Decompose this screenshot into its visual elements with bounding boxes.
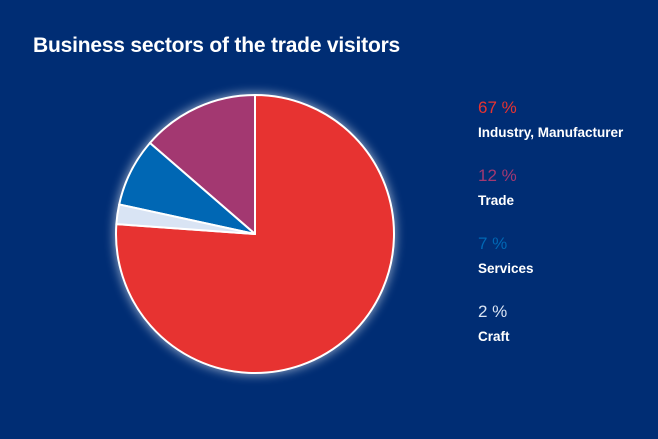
legend-value-industry: 67 % (478, 98, 517, 117)
pie-slice-trade (148, 94, 256, 235)
legend-item-craft: 2 % Craft (478, 302, 653, 370)
chart-title: Business sectors of the trade visitors (33, 34, 401, 57)
legend-item-trade: 12 % Trade (478, 166, 653, 234)
legend-label-craft: Craft (478, 329, 510, 344)
legend-label-services: Services (478, 261, 534, 276)
legend-label-trade: Trade (478, 193, 515, 208)
legend-value-services: 7 % (478, 234, 508, 253)
legend-item-services: 7 % Services (478, 234, 653, 302)
pie-slice-craft (115, 203, 256, 235)
legend-label-industry: Industry, Manufacturer (478, 125, 624, 140)
pie-slices (115, 94, 395, 374)
legend: 67 % Industry, Manufacturer 12 % Trade 7… (478, 98, 653, 370)
legend-item-industry: 67 % Industry, Manufacturer (478, 98, 653, 166)
pie-slice-industry (115, 94, 395, 374)
legend-value-craft: 2 % (478, 302, 508, 321)
legend-value-trade: 12 % (478, 166, 517, 185)
